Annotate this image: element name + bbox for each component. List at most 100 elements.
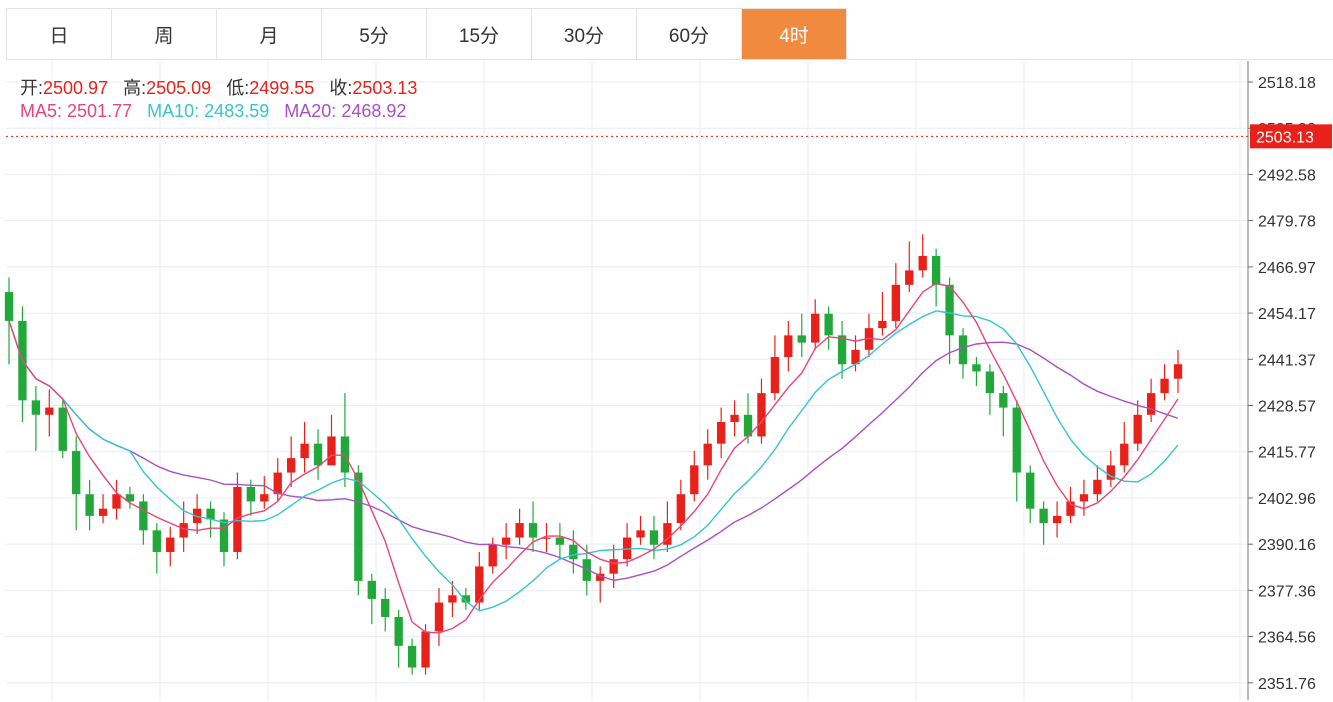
candle-up xyxy=(1146,393,1156,415)
candle-up xyxy=(690,465,699,495)
y-tick-label: 2377.36 xyxy=(1258,583,1316,600)
candle-down xyxy=(649,530,659,545)
ohlc-legend: 开:2500.97 高:2505.09 低:2499.55 收:2503.13 xyxy=(20,74,417,100)
candle-up xyxy=(45,407,54,415)
tab-5min[interactable]: 5分 xyxy=(322,9,427,59)
low-label: 低: xyxy=(226,78,250,98)
candle-up xyxy=(609,559,618,574)
y-tick-label: 2518.18 xyxy=(1258,75,1316,92)
candle-up xyxy=(421,631,430,668)
candle-up xyxy=(1133,414,1142,444)
high-value: 2505.09 xyxy=(146,78,212,98)
candle-up xyxy=(448,595,457,603)
open-label: 开: xyxy=(20,78,44,98)
candle-up xyxy=(327,436,336,466)
candle-down xyxy=(985,371,995,394)
tabs-divider xyxy=(6,59,1333,60)
candle-down xyxy=(972,364,981,372)
candle-down xyxy=(797,335,806,343)
candle-up xyxy=(98,508,108,516)
ma10-label: MA10: xyxy=(147,101,200,121)
candle-down xyxy=(931,255,941,285)
candle-down xyxy=(1012,407,1021,473)
candle-up xyxy=(636,530,645,538)
y-tick-label: 2364.56 xyxy=(1258,630,1316,647)
candle-up xyxy=(542,537,551,539)
candle-down xyxy=(824,313,833,336)
candle-down xyxy=(313,443,323,466)
y-tick-label: 2390.16 xyxy=(1258,537,1316,554)
tab-4hour[interactable]: 4时 xyxy=(742,9,847,59)
candle-up xyxy=(1066,501,1075,516)
candle-up xyxy=(166,537,175,552)
tab-15min[interactable]: 15分 xyxy=(427,9,532,59)
candle-down xyxy=(367,580,376,599)
tab-day[interactable]: 日 xyxy=(7,9,112,59)
period-tabs: 日 周 月 5分 15分 30分 60分 4时 xyxy=(6,8,847,60)
tab-week[interactable]: 周 xyxy=(112,9,217,59)
candle-up xyxy=(757,393,766,437)
candle-up xyxy=(703,443,712,466)
ma10-line xyxy=(8,310,1179,612)
candle-up xyxy=(663,523,672,545)
candle-down xyxy=(999,393,1008,408)
candle-down xyxy=(219,519,229,552)
close-label: 收: xyxy=(329,78,353,98)
candle-up xyxy=(1173,364,1183,379)
candle-up xyxy=(434,602,444,632)
candle-up xyxy=(1093,479,1102,495)
candle-up xyxy=(878,320,887,329)
candle-down xyxy=(582,559,591,581)
ma5-value: 2501.77 xyxy=(67,101,133,121)
candle-down xyxy=(125,494,135,502)
candle-down xyxy=(4,292,14,321)
candle-up xyxy=(1160,378,1169,394)
candle-up xyxy=(770,357,780,394)
candle-up xyxy=(891,284,900,321)
candle-up xyxy=(622,537,632,560)
candle-down xyxy=(1039,508,1048,524)
candle-down xyxy=(407,645,417,668)
candle-down xyxy=(139,501,148,531)
candle-down xyxy=(152,530,161,552)
candle-up xyxy=(488,544,497,567)
candle-down xyxy=(58,407,67,451)
y-tick-label: 2351.76 xyxy=(1258,676,1316,693)
high-label: 高: xyxy=(123,78,147,98)
candle-down xyxy=(1026,472,1035,509)
candle-up xyxy=(112,494,121,509)
candle-down xyxy=(354,472,363,581)
open-value: 2500.97 xyxy=(43,78,109,98)
candle-down xyxy=(528,523,538,538)
tab-30min[interactable]: 30分 xyxy=(532,9,637,59)
candle-up xyxy=(918,255,927,271)
candle-up xyxy=(1120,443,1129,466)
candle-up xyxy=(233,487,242,552)
y-tick-label: 2454.17 xyxy=(1258,306,1316,323)
last-price-tag xyxy=(1250,124,1332,149)
low-value: 2499.55 xyxy=(249,78,315,98)
candle-down xyxy=(555,537,565,545)
close-value: 2503.13 xyxy=(352,78,418,98)
ma5-label: MA5: xyxy=(20,101,63,121)
tab-month[interactable]: 月 xyxy=(217,9,322,59)
candle-up xyxy=(730,414,739,423)
ma20-line xyxy=(8,320,1179,582)
candle-up xyxy=(596,573,605,581)
last-price-label: 2503.13 xyxy=(1256,129,1314,146)
y-tick-label: 2402.96 xyxy=(1258,491,1316,508)
candle-down xyxy=(206,508,215,520)
candle-up xyxy=(676,494,686,524)
candle-down xyxy=(743,414,753,437)
candle-up xyxy=(1052,515,1062,524)
tab-60min[interactable]: 60分 xyxy=(637,9,742,59)
ma5-line xyxy=(8,282,1179,634)
candle-down xyxy=(31,400,41,415)
candle-up xyxy=(501,537,511,545)
candle-up xyxy=(300,443,309,459)
ma10-value: 2483.59 xyxy=(204,101,270,121)
candle-down xyxy=(461,595,471,603)
y-tick-label: 2492.58 xyxy=(1258,167,1316,184)
candle-up xyxy=(179,523,188,538)
